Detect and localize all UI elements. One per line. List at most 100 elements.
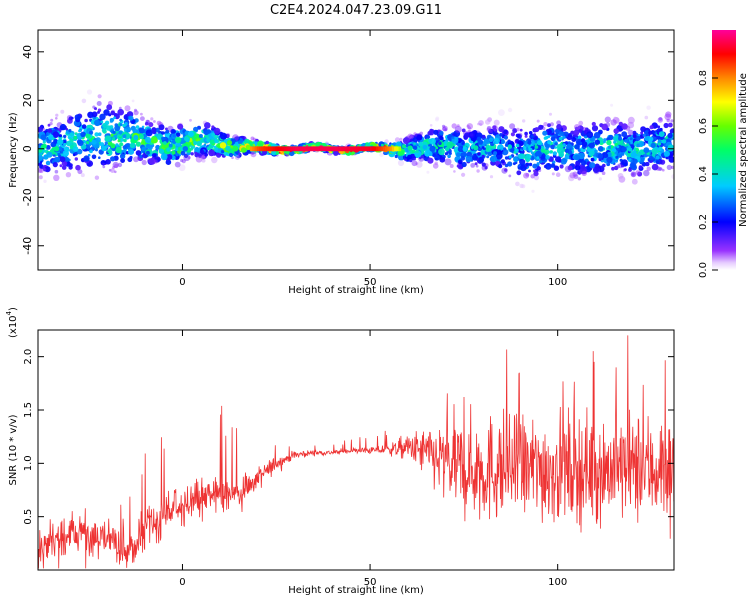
spectrogram-cell [411,160,418,167]
colorbar-axis: 0.0 0.2 0.4 0.6 0.8 [698,70,718,278]
spectrogram-cell [81,124,87,129]
spectrogram-cell [622,168,627,172]
spectrogram-cell [453,170,456,173]
spectrogram-cell [141,125,145,129]
spectrogram-cell [604,116,611,123]
spectrogram-cell [193,126,199,132]
bottom-x-tick-label: 0 [179,577,185,588]
spectrogram-cell [632,158,638,164]
spectrogram-cell [504,143,509,147]
spectrogram-cell [418,141,424,147]
spectrogram-cell [524,131,528,136]
top-y-tick-label: 0 [21,145,34,152]
spectrogram-cell [401,144,406,149]
spectrogram-cell [225,145,231,151]
spectrogram-core-cell [317,146,321,152]
spectrogram-cell [631,178,638,185]
spectrogram-cell [123,138,127,143]
spectrogram-cell [119,142,124,147]
spectrogram-cell [556,124,562,130]
spectrogram-cell [38,175,43,180]
spectrogram-cell [610,145,614,149]
spectrogram-cell [155,144,161,150]
spectrogram-cell [141,146,147,152]
spectrogram-cell [632,134,637,139]
spectrogram-cell [86,141,90,145]
spectrogram-cell [516,170,522,176]
spectrogram-cell [525,173,530,177]
spectrogram-cell [448,151,452,156]
spectrogram-cell [161,131,165,135]
spectrogram-cell [102,162,105,166]
spectrogram-cell [607,145,612,150]
spectrogram-cell [503,135,508,140]
spectrogram-cell [550,163,556,168]
spectrogram-cell [451,123,457,129]
spectrogram-cell [83,140,87,144]
spectrogram-cell [551,172,555,176]
spectrogram-cell [574,144,580,150]
spectrogram-cell [194,146,200,153]
spectrogram-cell [504,163,509,168]
spectrogram-cell [536,156,540,160]
spectrogram-cell [558,131,564,137]
spectrogram-cell [589,162,596,169]
spectrogram-cell [54,156,61,163]
spectrogram-cell [175,147,179,152]
spectrogram-cell [564,148,570,153]
spectrogram-cell [560,158,567,165]
bottom-x-axis-label: Height of straight line (km) [288,585,424,596]
spectrogram-cell [515,181,520,187]
spectrogram-cell [394,137,400,143]
spectrogram-cell [412,145,418,150]
spectrogram-cell [175,132,181,138]
colorbar-gradient [712,30,736,270]
spectrogram-cell [438,141,442,145]
spectrogram-cell [68,129,72,133]
spectrogram-cell [435,157,438,161]
spectrogram-cell [438,148,445,156]
spectrogram-core-cell [385,146,388,152]
spectrogram-cell [110,156,116,162]
spectrogram-cell [435,146,439,150]
spectrogram-cell [65,172,72,178]
spectrogram-cell [507,107,513,113]
spectrogram-cell [134,108,137,112]
spectrogram-core-cell [319,146,323,152]
spectrogram-core-cell [324,146,327,152]
spectrogram-cell [153,120,156,123]
spectrogram-cell [536,119,540,123]
spectrogram-cell [493,151,498,156]
spectrogram-core-cell [259,146,262,152]
spectrogram-core-cell [358,146,361,152]
spectrogram-cell [96,101,102,106]
spectrogram-cell [573,129,580,136]
spectrogram-cell [593,132,601,139]
spectrogram-cell [189,118,192,122]
spectrogram-cell [550,144,556,150]
spectrogram-cell [118,130,123,135]
spectrogram-cell [57,138,64,146]
spectrogram-cell [381,143,384,147]
spectrogram-cell [643,169,650,177]
spectrogram-cell [429,124,433,127]
spectrogram-cell [606,139,612,146]
spectrogram-cell [66,140,72,147]
top-x-axis-label: Height of straight line (km) [288,285,424,296]
spectrogram-cell [603,152,609,158]
colorbar-label: Normalized spectral amplitude [738,73,749,227]
spectrogram-cell [517,134,521,138]
spectrogram-core-cell [288,146,291,152]
spectrogram-cell [543,122,548,127]
spectrogram-cell [211,125,215,129]
spectrogram-cell [446,141,454,149]
spectrogram-cell [530,151,534,155]
spectrogram-cell [80,131,86,138]
spectrogram-cell [651,163,659,171]
spectrogram-cell [234,155,240,160]
spectrogram-cell [589,150,595,156]
spectrogram-cell [71,116,74,120]
spectrogram-cell [475,164,479,168]
spectrogram-cell [58,134,63,138]
spectrogram-cell [72,153,76,157]
